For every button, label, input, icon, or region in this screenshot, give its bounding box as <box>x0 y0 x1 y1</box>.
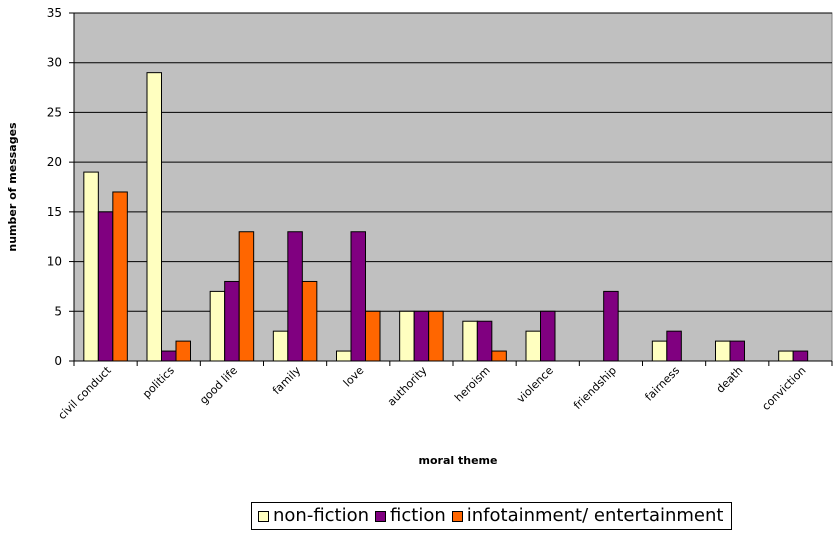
legend-item-infotainment: infotainment/ entertainment <box>451 505 724 526</box>
bar-fiction-authority <box>413 310 430 362</box>
x-tick-label: death <box>714 364 746 396</box>
bar-non-fiction-conviction <box>778 350 794 362</box>
bar-fiction-death <box>729 340 745 362</box>
bar-fiction-violence <box>540 310 556 362</box>
y-tick-labels: 0 5 10 15 20 25 30 35 <box>47 6 62 368</box>
bar-non-fiction-fairness <box>651 340 668 362</box>
x-tick-label: politics <box>140 364 177 401</box>
x-tick-label: civil conduct <box>56 363 115 422</box>
bar-non-fiction-love <box>336 350 352 362</box>
y-tick-label: 5 <box>54 304 62 318</box>
legend-label-non-fiction: non-fiction <box>273 505 370 526</box>
bar-infotainment-entertainment-politics <box>175 340 191 362</box>
bar-non-fiction-violence <box>525 330 541 362</box>
bar-infotainment-entertainment-love <box>365 310 381 362</box>
bar-infotainment-entertainment-good-life <box>238 231 255 362</box>
legend-swatch-infotainment <box>451 510 463 522</box>
bars <box>83 72 809 362</box>
bar-fiction-friendship <box>603 290 619 362</box>
y-tick-label: 15 <box>47 205 62 219</box>
bar-fiction-heroism <box>476 320 493 362</box>
bar-fiction-family <box>287 231 303 362</box>
bar-fiction-politics <box>161 350 177 362</box>
bar-non-fiction-death <box>715 340 731 362</box>
plot-area <box>73 12 833 362</box>
bar-fiction-conviction <box>792 350 809 362</box>
legend-swatch-non-fiction <box>258 510 269 522</box>
x-tick-label: family <box>270 364 304 398</box>
bar-non-fiction-civil-conduct <box>83 171 99 362</box>
x-tick-labels: civil conduct politics good life family love… <box>56 363 809 422</box>
y-tick-label: 0 <box>54 354 62 368</box>
y-axis-title: number of messages <box>6 122 19 252</box>
bar-non-fiction-good-life <box>209 290 226 362</box>
legend-item-fiction: fiction <box>375 506 446 526</box>
bar-infotainment-entertainment-civil-conduct <box>112 191 128 362</box>
y-tick-label: 35 <box>47 6 62 20</box>
bar-fiction-love <box>350 231 366 362</box>
bar-non-fiction-authority <box>399 310 415 362</box>
legend: non-fiction fiction infotainment/ entert… <box>251 502 733 530</box>
x-tick-label: good life <box>197 364 240 407</box>
bar-non-fiction-politics <box>146 72 162 362</box>
bar-fiction-good-life <box>224 280 240 362</box>
bar-infotainment-entertainment-authority <box>428 310 444 362</box>
y-tick-label: 25 <box>47 105 62 119</box>
x-tick-label: fairness <box>642 364 682 404</box>
x-tick-label: heroism <box>452 364 492 404</box>
bar-fiction-fairness <box>666 330 682 362</box>
x-tick-label: friendship <box>571 364 619 412</box>
x-tick-label: violence <box>514 364 556 406</box>
y-tick-label: 20 <box>47 155 62 169</box>
x-axis-title: moral theme <box>419 454 498 467</box>
x-tick-label: conviction <box>759 364 808 413</box>
legend-label-fiction: fiction <box>390 505 446 526</box>
bar-non-fiction-heroism <box>462 320 478 362</box>
bar-non-fiction-family <box>272 330 289 362</box>
bar-infotainment-entertainment-family <box>301 280 318 362</box>
y-tick-label: 10 <box>47 255 62 269</box>
legend-item-non-fiction: non-fiction <box>258 506 369 526</box>
x-tick-label: love <box>341 364 367 390</box>
x-tick-label: authority <box>385 364 430 409</box>
gridlines <box>74 12 832 312</box>
legend-swatch-fiction <box>375 510 387 522</box>
bar-infotainment-entertainment-heroism <box>491 350 507 362</box>
legend-label-infotainment: infotainment/ entertainment <box>466 505 724 526</box>
axes <box>69 12 833 366</box>
y-tick-label: 30 <box>47 56 62 70</box>
bar-fiction-civil-conduct <box>97 211 114 362</box>
